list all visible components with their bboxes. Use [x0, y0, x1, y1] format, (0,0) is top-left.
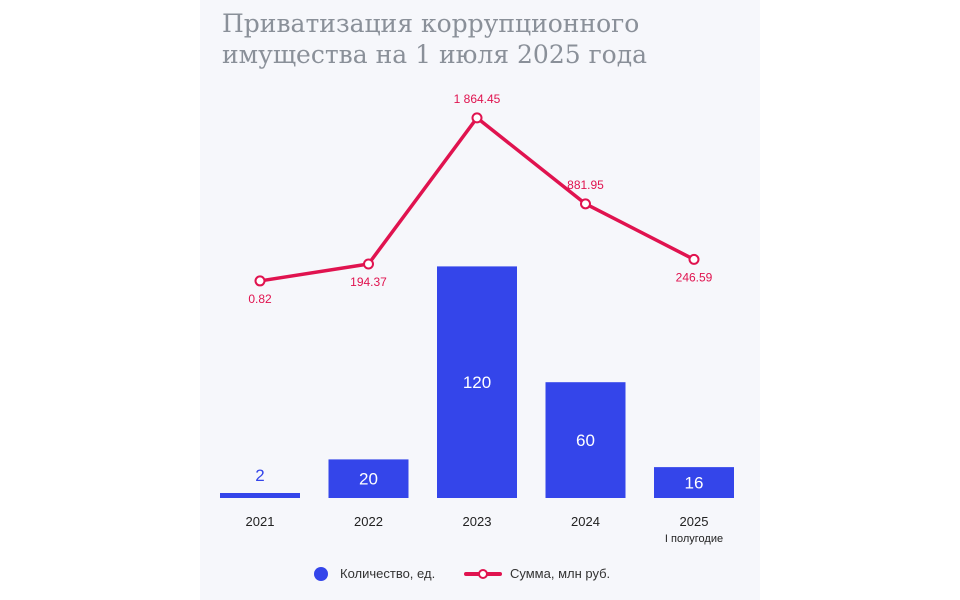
line-point: [363, 258, 374, 270]
bar-value-label: 20: [359, 470, 378, 489]
legend-line-label: Сумма, млн руб.: [510, 566, 611, 581]
bar: [437, 266, 517, 498]
line-value-label: 881.95: [567, 178, 604, 192]
bar-value-label: 2: [255, 466, 264, 485]
legend-bar-label: Количество, ед.: [340, 566, 436, 581]
x-tick-label: 2022: [354, 514, 383, 529]
x-tick-label: 2021: [246, 514, 275, 529]
line-point: [471, 112, 483, 124]
chart-title: Приватизация коррупционного имущества на…: [222, 9, 648, 69]
x-tick-label: 2024: [571, 514, 600, 529]
bar-value-label: 60: [576, 431, 595, 450]
x-tick-label: 2025: [680, 514, 709, 529]
x-tick-sublabel: I полугодие: [665, 533, 723, 545]
line-value-label: 246.59: [676, 270, 713, 284]
line-value-label: 0.82: [248, 292, 272, 306]
bar-value-label: 120: [463, 373, 491, 392]
legend-line-marker-icon: [464, 568, 502, 579]
line-point: [254, 275, 266, 287]
bar: [220, 493, 300, 498]
line-point: [688, 253, 700, 265]
line-value-label: 1 864.45: [454, 92, 501, 106]
bar: [654, 467, 734, 498]
bar: [328, 459, 409, 498]
line-series: [259, 116, 695, 283]
x-tick-label: 2023: [463, 514, 492, 529]
legend-item-bars: Количество, ед.: [314, 566, 435, 581]
bar: [545, 382, 626, 498]
bar-value-label: 16: [685, 474, 704, 493]
line-point: [580, 198, 591, 210]
legend-item-line: Сумма, млн руб.: [464, 566, 610, 581]
legend-bar-marker-icon: [314, 566, 328, 581]
line-value-label: 194.37: [350, 275, 387, 289]
